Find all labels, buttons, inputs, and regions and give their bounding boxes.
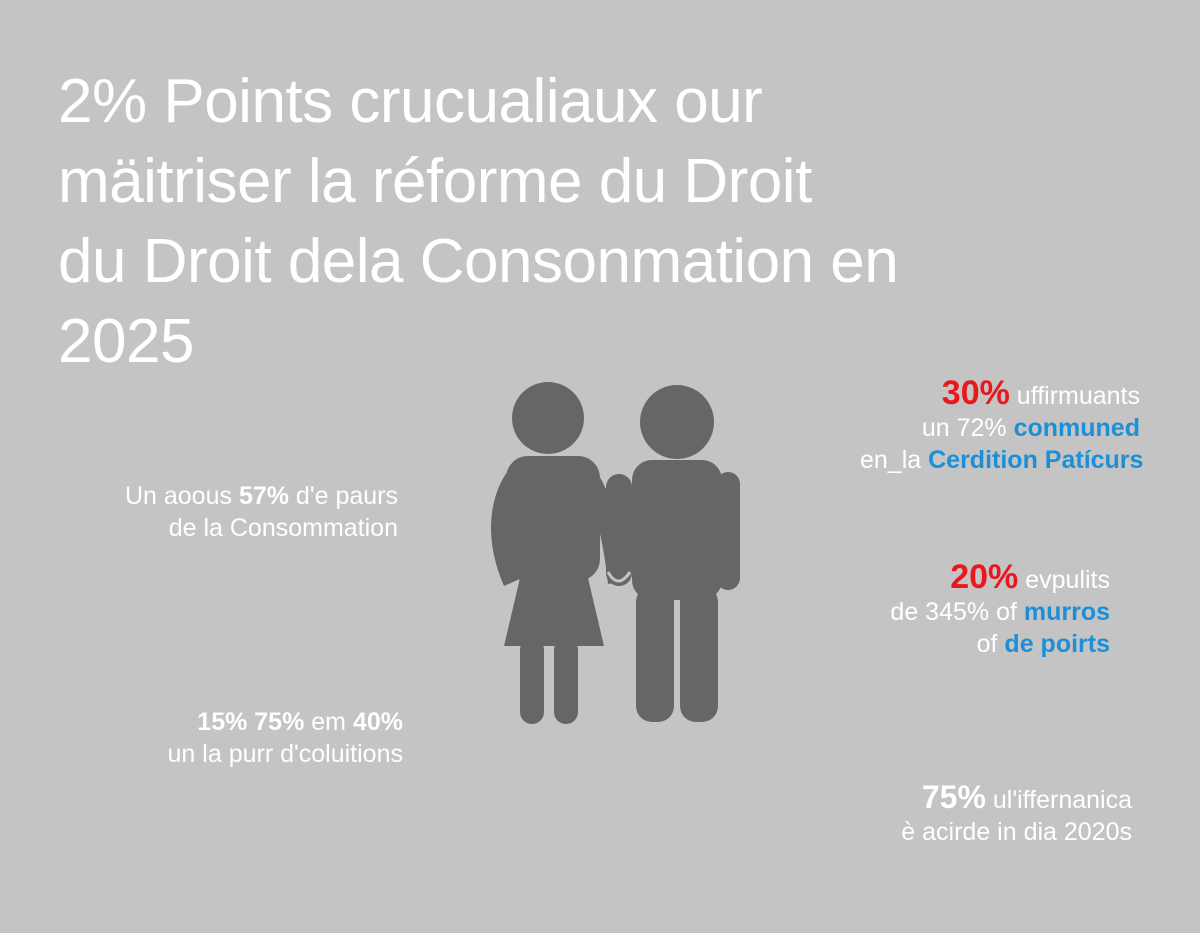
stat-text: un 72% xyxy=(921,414,1014,442)
stat-line: è acirde in dia 2020s xyxy=(901,818,1132,846)
stat-line: of de poirts xyxy=(845,628,1110,660)
stat-line: 75% ul'iffernanica xyxy=(862,781,1132,816)
stat-right-3: 75% ul'iffernanica è acirde in dia 2020s xyxy=(862,781,1132,848)
stat-highlight: conmuned xyxy=(1013,414,1140,442)
stat-line: un 72% conmuned xyxy=(860,412,1140,444)
stat-line: de la Consommation xyxy=(168,514,398,542)
stat-line: de 345% of murros xyxy=(845,596,1110,628)
stat-value: 15% 75% xyxy=(197,708,305,736)
stat-line: 20% evpulits xyxy=(845,558,1110,596)
man-arm-right xyxy=(716,472,740,590)
stat-line: 30% uffirmuants xyxy=(860,374,1140,412)
stat-line: 15% 75% em 40% xyxy=(125,706,403,738)
stat-value: 30% xyxy=(941,374,1010,412)
stat-text: d'e paurs xyxy=(288,482,398,510)
stat-line: en_la Cerdition Patícurs xyxy=(860,444,1144,476)
man-leg-right xyxy=(680,586,718,722)
title-line: mäitriser la réforme du Droit xyxy=(58,147,812,216)
man-leg-left xyxy=(636,586,674,722)
stat-value: 20% xyxy=(950,558,1019,596)
stat-text: Un aoous xyxy=(124,482,239,510)
stat-line: un la purr d'coluitions xyxy=(167,740,403,768)
man-arm-left xyxy=(606,474,632,586)
stat-text: of xyxy=(996,598,1024,626)
title-line: 2% Points crucualiaux our xyxy=(58,67,763,136)
stat-text: uffirmuants xyxy=(1009,382,1140,410)
stat-text: em xyxy=(304,708,353,736)
stat-highlight: de poirts xyxy=(1004,630,1110,658)
stat-text: de 345% xyxy=(890,598,997,626)
title-line: 2025 xyxy=(58,307,194,376)
woman-torso xyxy=(506,456,600,581)
woman-skirt xyxy=(504,561,604,646)
stat-line: Un aoous 57% d'e paurs xyxy=(80,480,398,512)
stat-right-2: 20% evpulits de 345% of murros of de poi… xyxy=(845,558,1110,660)
woman-head xyxy=(512,382,584,454)
stat-text: of xyxy=(976,630,1005,658)
man-head xyxy=(640,385,714,459)
woman-leg-left xyxy=(520,638,544,724)
stat-text: en_la xyxy=(860,446,929,474)
stat-highlight: murros xyxy=(1023,598,1110,626)
stat-left-1: Un aoous 57% d'e paurs de la Consommatio… xyxy=(80,480,398,544)
stat-value: 40% xyxy=(352,708,403,736)
stat-highlight: Cerdition Patícurs xyxy=(928,446,1144,474)
stat-value: 75% xyxy=(921,779,986,815)
woman-leg-right xyxy=(554,638,578,724)
title-line: du Droit dela Consonmation en xyxy=(58,227,899,296)
stat-value: 57% xyxy=(238,482,289,510)
stat-left-2: 15% 75% em 40% un la purr d'coluitions xyxy=(125,706,403,770)
woman-arm-left xyxy=(491,468,528,586)
stat-text: ul'iffernanica xyxy=(985,786,1132,814)
man-torso xyxy=(632,460,722,600)
stat-right-1: 30% uffirmuants un 72% conmuned en_la Ce… xyxy=(860,374,1144,476)
page-title: 2% Points crucualiaux our mäitriser la r… xyxy=(58,62,1138,382)
couple-pictogram-icon xyxy=(484,376,744,726)
stat-text: evpulits xyxy=(1018,566,1110,594)
